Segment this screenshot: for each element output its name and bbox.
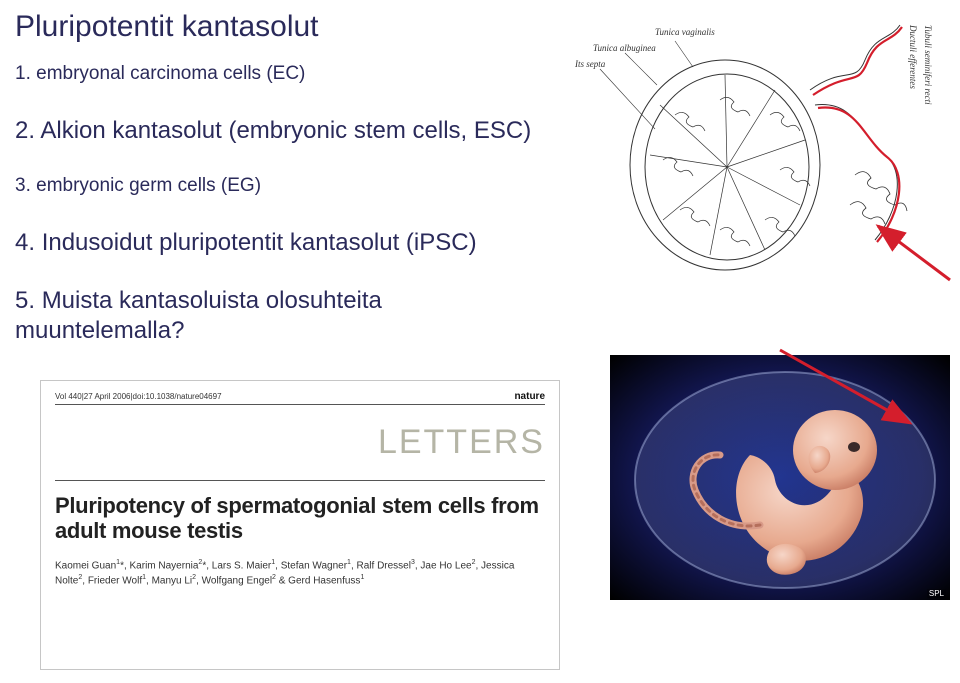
paper-excerpt: Vol 440|27 April 2006|doi:10.1038/nature… — [40, 380, 560, 670]
list-text: Muista kantasoluista olosuhteita muuntel… — [15, 287, 382, 344]
ordered-list: 1. embryonal carcinoma cells (EC) 2. Alk… — [15, 62, 535, 346]
list-num: 3. — [15, 175, 31, 196]
slide-title: Pluripotentit kantasolut — [15, 10, 319, 44]
label-its-septa: Its septa — [574, 59, 606, 69]
list-item-2: 2. Alkion kantasolut (embryonic stem cel… — [15, 116, 535, 146]
list-text: embryonic germ cells (EG) — [36, 175, 261, 196]
list-num: 1. — [15, 63, 31, 84]
label-tunica-albuginea: Tunica albuginea — [593, 43, 656, 53]
paper-journal: nature — [514, 391, 545, 402]
list-item-5: 5. Muista kantasoluista olosuhteita muun… — [15, 286, 535, 346]
list-text: Alkion kantasolut (embryonic stem cells,… — [40, 117, 531, 144]
list-item-4: 4. Indusoidut pluripotentit kantasolut (… — [15, 228, 535, 258]
label-tunica-vaginalis: Tunica vaginalis — [655, 27, 715, 37]
label-ductuli: Ductuli efferentes — [908, 24, 918, 89]
paper-rule — [55, 480, 545, 481]
paper-title-line2: adult mouse testis — [55, 518, 243, 543]
paper-title-line1: Pluripotency of spermatogonial stem cell… — [55, 493, 539, 518]
red-arrow-icon — [775, 345, 925, 435]
photo-credit: SPL — [927, 589, 946, 598]
list-text: Indusoidut pluripotentit kantasolut (iPS… — [42, 229, 477, 256]
paper-meta: Vol 440|27 April 2006|doi:10.1038/nature… — [55, 392, 222, 401]
red-arrow-icon — [870, 220, 960, 290]
label-tubuli: Tubuli seminiferi recti — [923, 25, 933, 105]
paper-title: Pluripotency of spermatogonial stem cell… — [55, 493, 545, 544]
paper-section: LETTERS — [55, 423, 545, 462]
list-item-3: 3. embryonic germ cells (EG) — [15, 174, 535, 198]
list-item-1: 1. embryonal carcinoma cells (EC) — [15, 62, 535, 86]
list-num: 2. — [15, 117, 35, 144]
paper-authors: Kaomei Guan1*, Karim Nayernia2*, Lars S.… — [55, 558, 545, 590]
list-num: 5. — [15, 287, 35, 314]
list-text: embryonal carcinoma cells (EC) — [36, 63, 305, 84]
list-num: 4. — [15, 229, 35, 256]
